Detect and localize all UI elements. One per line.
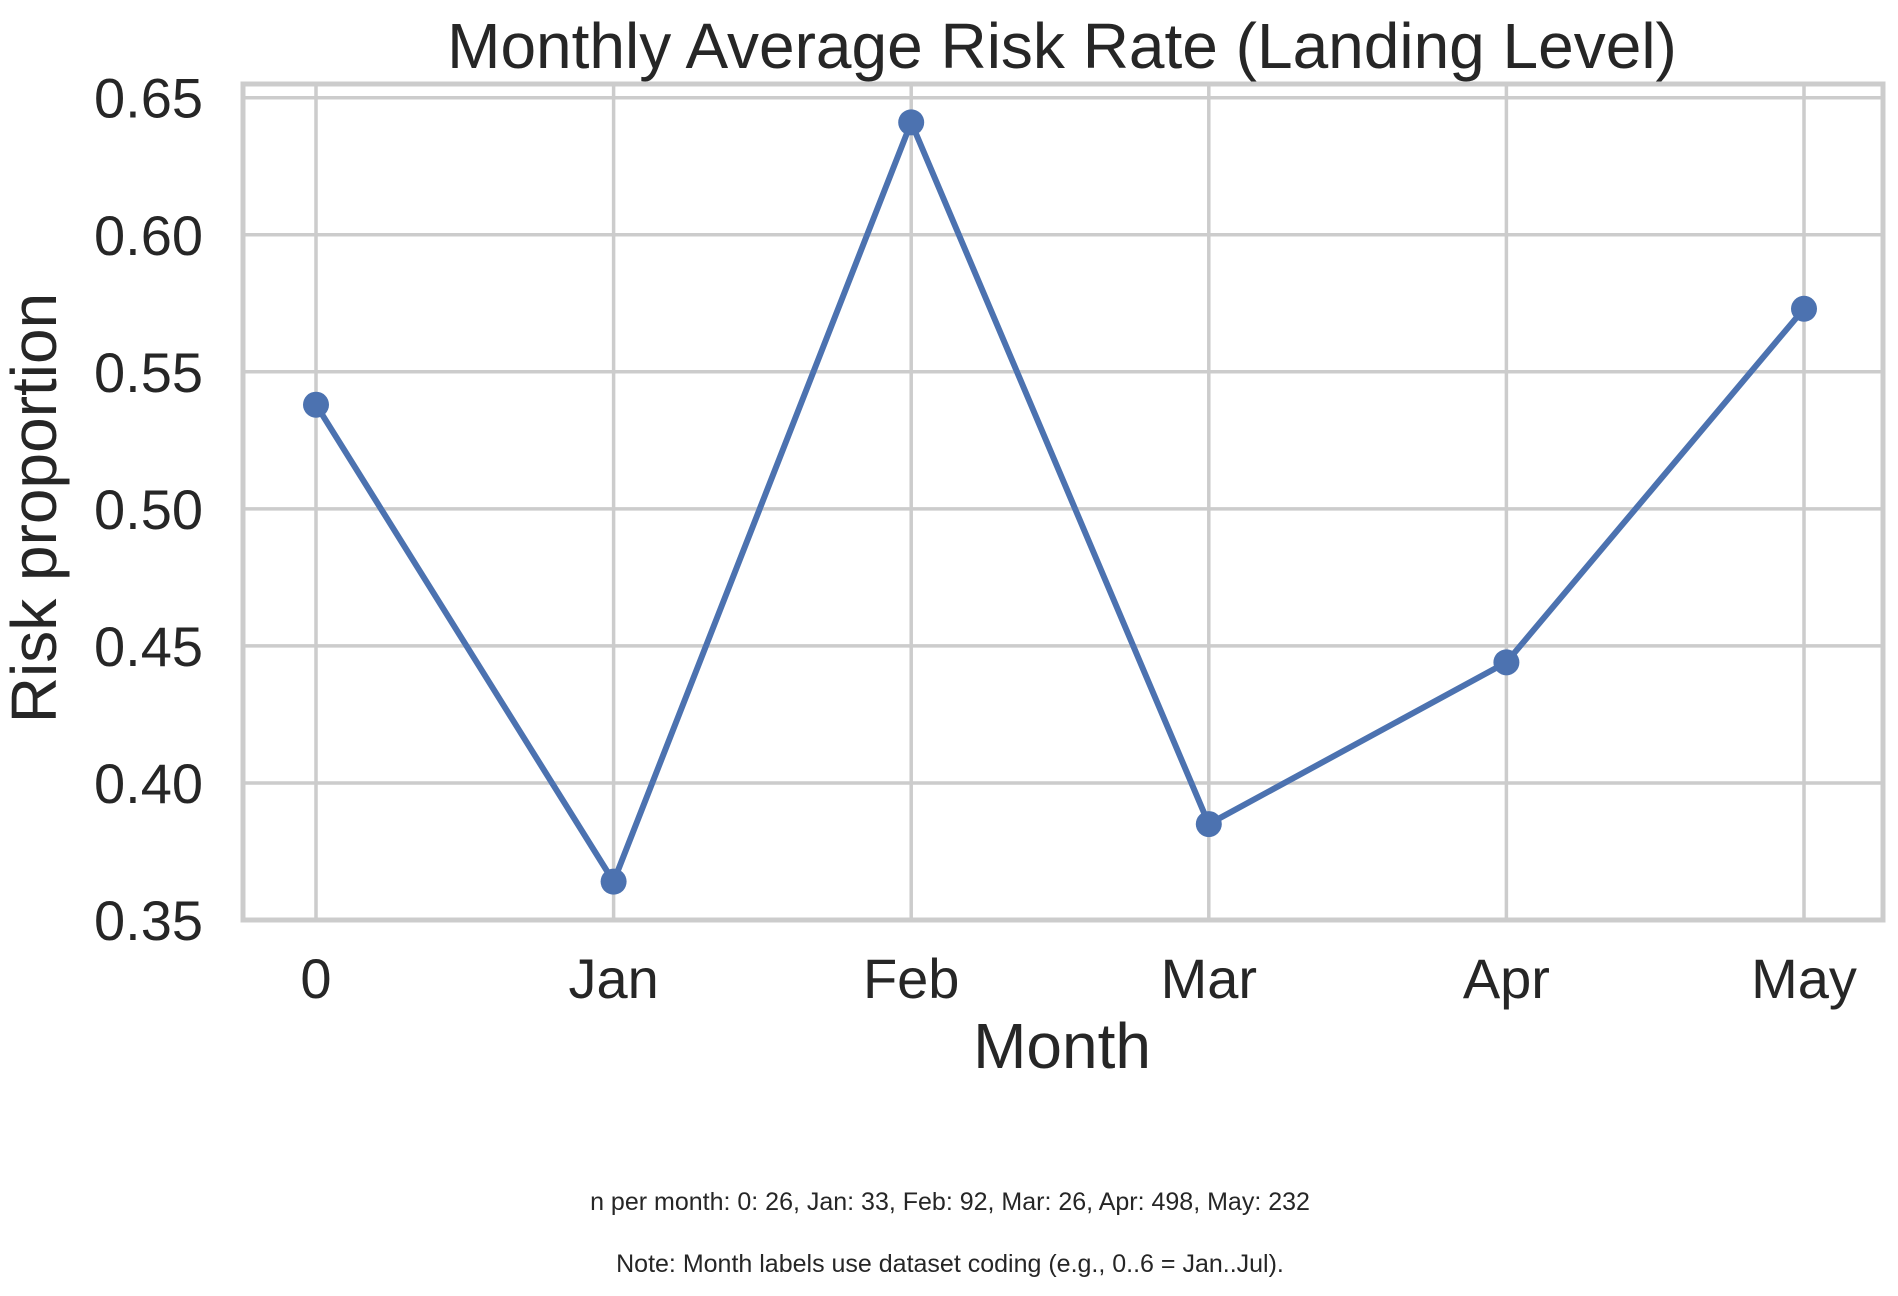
data-point-feb [898, 109, 925, 136]
x-tick-labels: 0 Jan Feb Mar Apr May [300, 947, 1856, 1010]
x-tick-label: May [1751, 947, 1857, 1010]
x-axis-label: Month [973, 1010, 1151, 1082]
month-coding-note: Note: Month labels use dataset coding (e… [616, 1250, 1284, 1278]
data-point-apr [1493, 649, 1520, 676]
y-tick-label: 0.40 [94, 752, 203, 815]
y-tick-label: 0.60 [94, 204, 203, 267]
data-point-jan [600, 868, 627, 895]
y-tick-labels: 0.35 0.40 0.45 0.50 0.55 0.60 0.65 [94, 67, 203, 952]
x-tick-label: Apr [1463, 947, 1550, 1010]
x-tick-label: Jan [568, 947, 658, 1010]
data-point-0 [303, 391, 329, 418]
y-tick-label: 0.45 [94, 615, 203, 678]
y-tick-label: 0.65 [94, 67, 203, 130]
data-point-mar [1195, 811, 1222, 838]
y-gridlines [243, 95, 1883, 922]
y-axis-label: Risk proportion [0, 293, 70, 723]
y-tick-label: 0.55 [94, 341, 203, 404]
sample-size-note: n per month: 0: 26, Jan: 33, Feb: 92, Ma… [590, 1188, 1310, 1216]
series-line [313, 119, 1807, 885]
plot-frame [240, 81, 1886, 923]
x-tick-label: 0 [300, 947, 331, 1010]
y-tick-label: 0.50 [94, 478, 203, 541]
x-gridlines [314, 84, 1806, 920]
series-layer [303, 109, 1817, 895]
x-tick-label: Mar [1161, 947, 1257, 1010]
data-point-may [1791, 295, 1817, 322]
chart-title: Monthly Average Risk Rate (Landing Level… [447, 10, 1677, 82]
y-tick-label: 0.35 [94, 889, 203, 952]
x-tick-label: Feb [863, 947, 960, 1010]
